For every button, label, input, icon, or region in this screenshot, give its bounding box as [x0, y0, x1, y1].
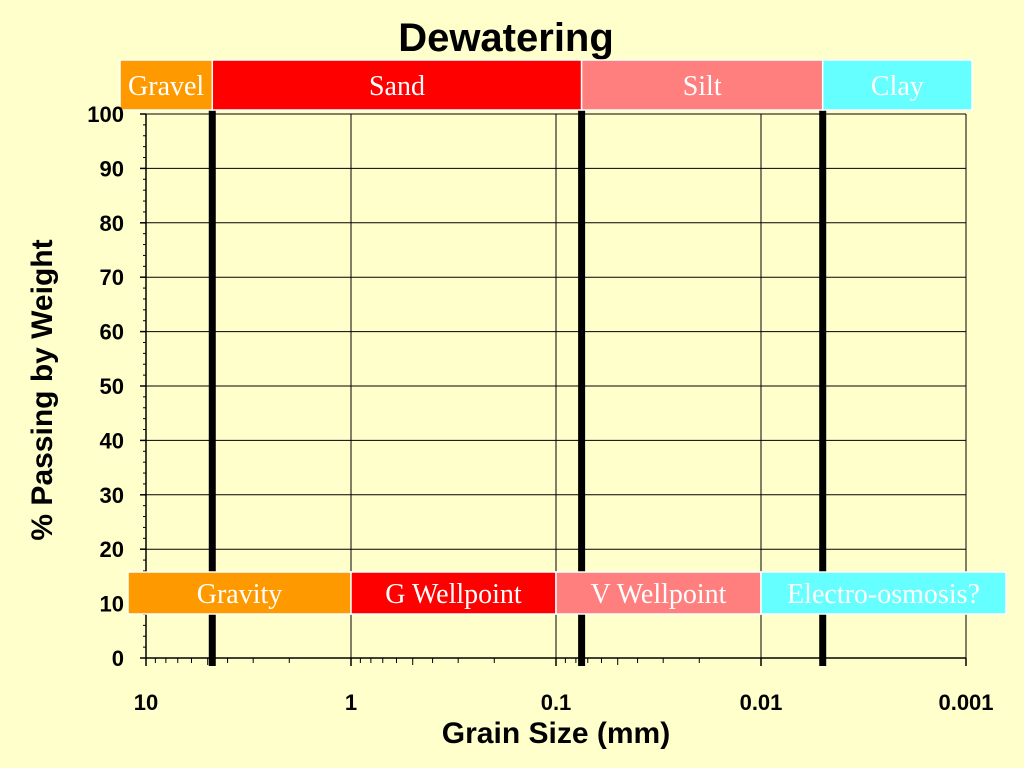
- band-soil: [821, 59, 973, 111]
- axes: [145, 114, 966, 659]
- band-label-method: Gravity: [197, 579, 283, 610]
- chart-title: Dewatering: [398, 16, 614, 60]
- y-tick-label: 90: [100, 156, 124, 181]
- band-soil: [119, 59, 214, 111]
- y-tick-label: 50: [100, 374, 124, 399]
- x-tick-labels: 10 1 0.1 0.01 0.001: [134, 690, 994, 715]
- y-tick-label: 0: [112, 646, 124, 671]
- band-label-soil: Gravel: [128, 71, 204, 102]
- y-tick-label: 100: [87, 102, 124, 127]
- band-label-soil: Clay: [871, 71, 924, 102]
- band-method: [555, 571, 762, 615]
- y-tick-label: 80: [100, 211, 124, 236]
- y-tick-label: 10: [100, 592, 124, 617]
- band-label-soil: Silt: [683, 71, 722, 102]
- band-label-method: G Wellpoint: [385, 579, 522, 610]
- band-method: [127, 571, 352, 615]
- x-tick-label: 10: [134, 690, 158, 715]
- y-tick-label: 60: [100, 320, 124, 345]
- x-axis-title: Grain Size (mm): [442, 717, 670, 750]
- y-tick-labels: 0 10 20 30 40 50 60 70 80 90 100: [87, 102, 124, 671]
- method-bands: Gravity G Wellpoint V Wellpoint Electro-osm…: [127, 571, 1007, 615]
- y-axis-title: % Passing by Weight: [26, 239, 59, 540]
- y-tick-label: 30: [100, 483, 124, 508]
- band-label-soil: Sand: [369, 71, 425, 102]
- band-label-method: Electro-osmosis?: [787, 579, 980, 610]
- grid-lines: [145, 113, 967, 659]
- band-soil: [580, 59, 824, 111]
- x-tick-label: 0.1: [541, 690, 572, 715]
- x-tick-label: 1: [345, 690, 357, 715]
- x-tick-label: 0.01: [740, 690, 783, 715]
- y-tick-label: 20: [100, 537, 124, 562]
- soil-bands: Gravel Sand Silt Clay: [119, 59, 973, 111]
- x-tick-label: 0.001: [938, 690, 993, 715]
- band-method: [760, 571, 1007, 615]
- y-tick-label: 70: [100, 265, 124, 290]
- band-label-method: V Wellpoint: [591, 579, 727, 610]
- y-tick-label: 40: [100, 428, 124, 453]
